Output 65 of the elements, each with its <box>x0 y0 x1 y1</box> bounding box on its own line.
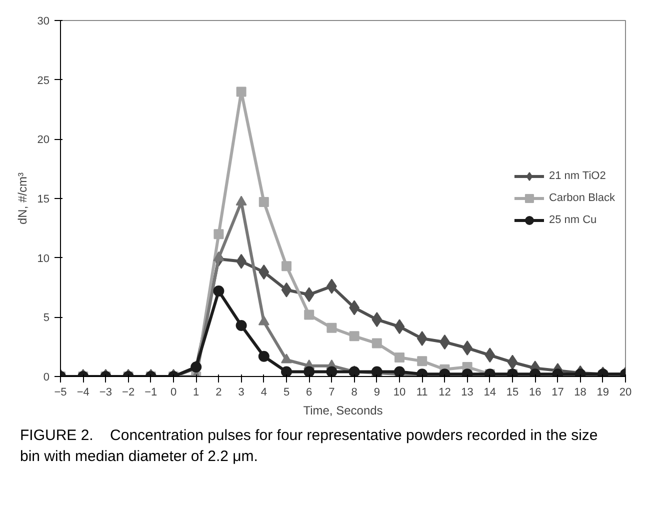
x-tick-label: 6 <box>306 386 312 398</box>
point <box>394 352 404 363</box>
point <box>282 261 292 272</box>
x-tick-label: 8 <box>351 386 358 398</box>
point <box>190 362 202 372</box>
point <box>258 316 270 326</box>
point <box>304 287 314 302</box>
x-tick-label: 12 <box>438 386 451 398</box>
point <box>213 286 224 297</box>
legend-label: 21 nm TiO2 <box>548 170 606 182</box>
y-tick-label: 0 <box>43 372 50 384</box>
legend-label: 25 nm Cu <box>548 214 597 226</box>
point <box>281 282 292 298</box>
legend-label: Carbon Black <box>548 192 615 204</box>
x-tick-label: −3 <box>99 386 112 398</box>
x-tick-label: 14 <box>484 386 496 398</box>
x-tick-label: 5 <box>283 386 290 398</box>
x-tick-label: 1 <box>193 386 200 398</box>
y-tick-label: 5 <box>43 312 50 324</box>
x-tick-label: 10 <box>393 386 406 398</box>
point <box>258 197 269 208</box>
x-tick-label: 18 <box>574 386 586 398</box>
point <box>484 348 496 363</box>
point <box>236 320 247 331</box>
point <box>304 310 314 320</box>
point <box>417 356 428 366</box>
x-tick-label: 13 <box>461 386 474 398</box>
point <box>507 354 518 370</box>
x-tick-label: 4 <box>260 386 267 398</box>
y-tick-label: 25 <box>37 74 50 87</box>
point <box>349 331 360 342</box>
x-tick-label: −2 <box>122 386 135 398</box>
caption: FIGURE 2. Concentration pulses for four representative powders recorded in the size bin with median diameter of 2.2 μm. <box>20 426 599 468</box>
x-tick-label: 2 <box>216 386 222 398</box>
x-tick-label: −1 <box>144 386 158 398</box>
point <box>372 338 382 348</box>
x-tick-label: 9 <box>374 386 380 398</box>
point <box>214 229 224 240</box>
point <box>281 354 292 364</box>
x-tick-label: −4 <box>76 386 90 398</box>
point <box>394 319 405 334</box>
point <box>258 350 270 362</box>
point <box>326 366 338 376</box>
x-tick-label: 0 <box>170 386 177 398</box>
point <box>326 322 337 333</box>
y-axis-title: dN, #/cm³ <box>15 172 30 225</box>
point <box>304 366 315 376</box>
x-tick-label: 15 <box>506 386 519 398</box>
point <box>258 264 270 280</box>
x-axis-title: Time, Seconds <box>303 404 383 418</box>
x-tick-label: 11 <box>416 386 428 398</box>
point <box>372 312 382 328</box>
y-tick-label: 15 <box>37 194 50 206</box>
point <box>281 366 292 376</box>
y-tick-label: 20 <box>37 134 50 146</box>
x-tick-label: 17 <box>552 386 564 398</box>
y-tick-label: 10 <box>37 252 50 265</box>
x-tick-label: 19 <box>596 386 610 398</box>
x-tick-label: 3 <box>238 386 244 398</box>
x-tick-label: 16 <box>528 386 542 398</box>
x-tick-label: −5 <box>54 386 67 398</box>
x-tick-label: 7 <box>328 386 335 398</box>
y-tick-label: 30 <box>37 16 50 28</box>
x-tick-label: 20 <box>619 386 632 398</box>
point <box>416 331 428 346</box>
